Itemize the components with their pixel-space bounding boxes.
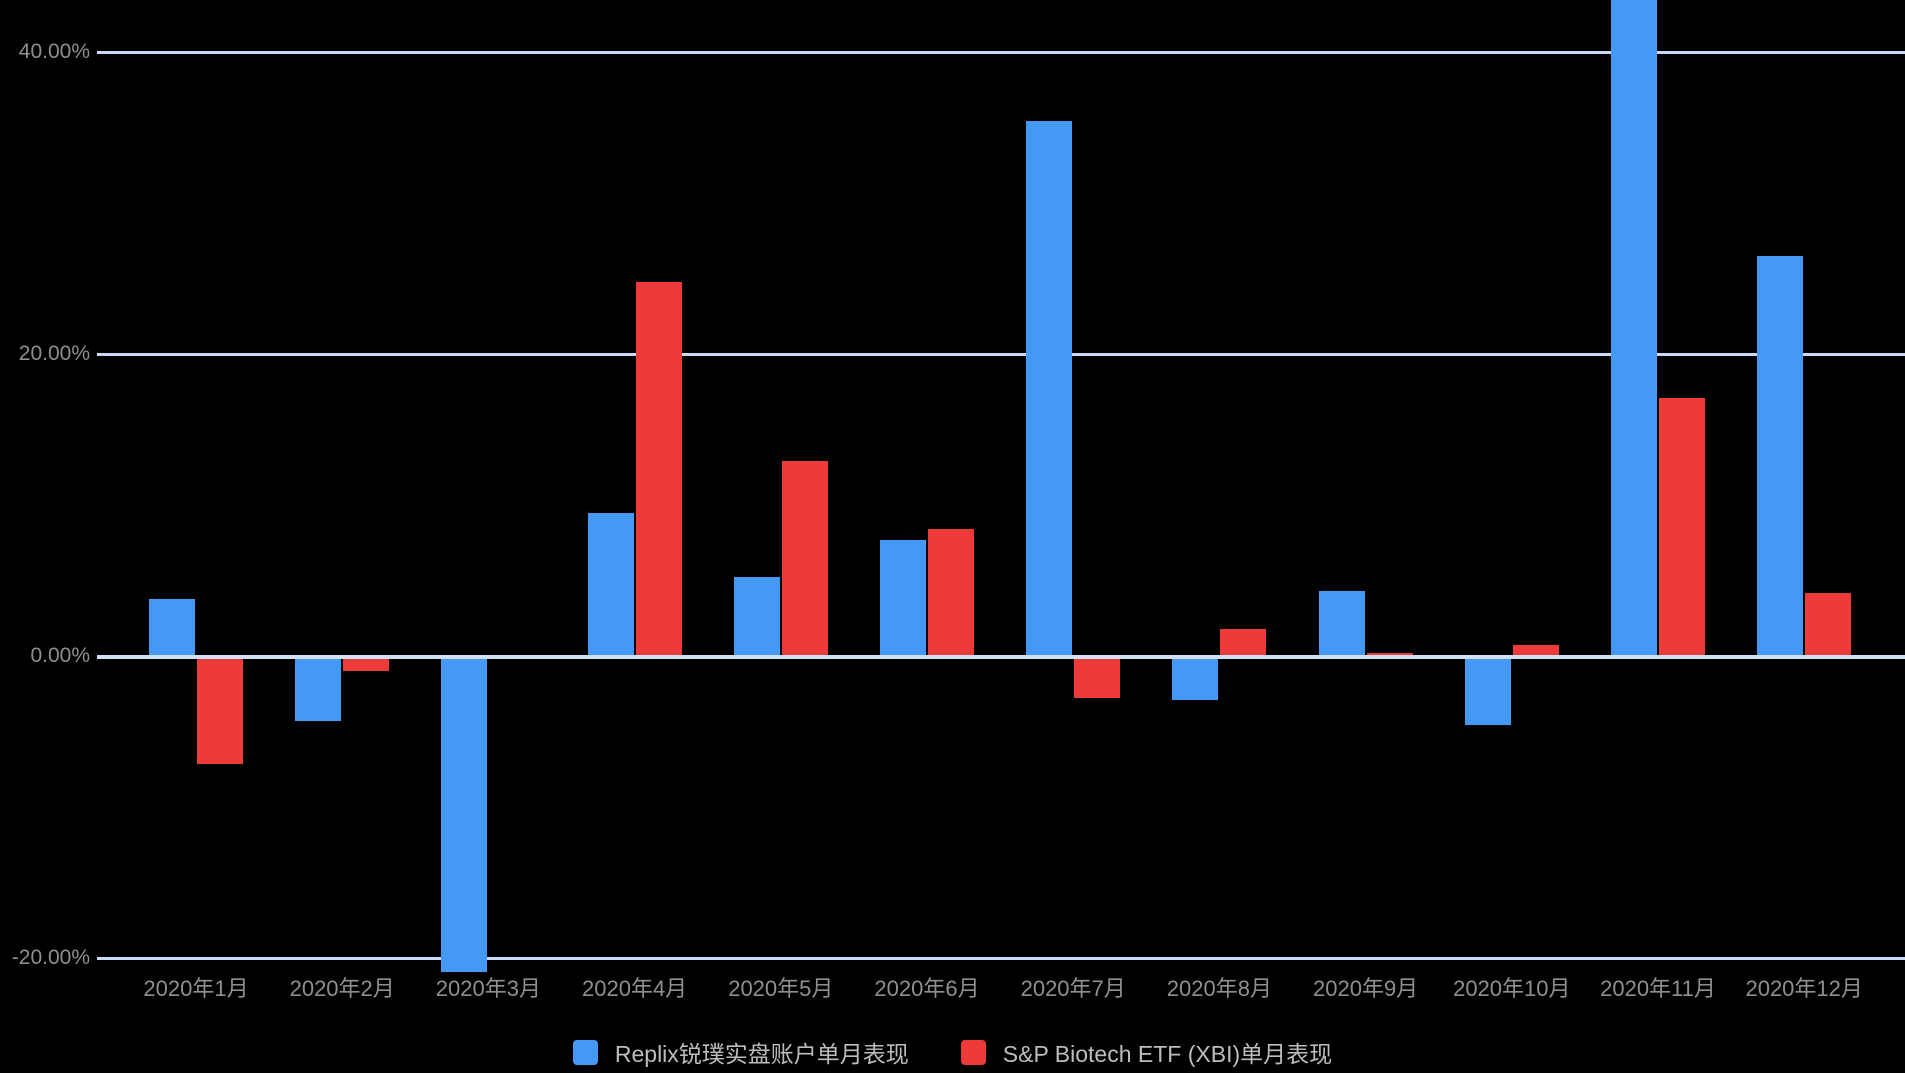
bar-2020年2月-xbi[interactable] bbox=[343, 656, 390, 672]
bar-2020年11月-xbi[interactable] bbox=[1659, 397, 1705, 659]
y-tick-label--20.00%: -20.00% bbox=[11, 946, 90, 969]
bar-2020年10月-replix[interactable] bbox=[1464, 656, 1511, 726]
legend-swatch-icon bbox=[572, 1039, 598, 1065]
gridline--20.00% bbox=[97, 957, 1905, 960]
bar-2020年12月-replix[interactable] bbox=[1757, 255, 1804, 659]
bar-2020年11月-replix[interactable] bbox=[1611, 0, 1657, 659]
bar-2020年7月-xbi[interactable] bbox=[1074, 656, 1121, 699]
x-tick-label-2020年12月: 2020年12月 bbox=[1745, 976, 1863, 1001]
bar-2020年9月-replix[interactable] bbox=[1318, 591, 1365, 659]
gridline-20.00% bbox=[97, 353, 1905, 356]
x-tick-label-2020年1月: 2020年1月 bbox=[143, 976, 249, 1001]
bar-2020年3月-replix[interactable] bbox=[441, 656, 488, 973]
chart-legend: Replix锐璞实盘账户单月表现 S&P Biotech ETF (XBI)单月表… bbox=[0, 1034, 1905, 1070]
bar-2020年7月-replix[interactable] bbox=[1026, 121, 1073, 659]
x-tick-label-2020年8月: 2020年8月 bbox=[1166, 976, 1272, 1001]
bar-2020年1月-replix[interactable] bbox=[149, 599, 195, 659]
gridline-40.00% bbox=[97, 51, 1905, 54]
x-tick-label-2020年5月: 2020年5月 bbox=[728, 976, 834, 1001]
bar-2020年5月-replix[interactable] bbox=[733, 577, 780, 659]
legend-item-replix[interactable]: Replix锐璞实盘账户单月表现 bbox=[572, 1035, 909, 1069]
x-tick-label-2020年7月: 2020年7月 bbox=[1020, 976, 1126, 1001]
bar-2020年6月-xbi[interactable] bbox=[928, 529, 974, 659]
x-tick-label-2020年4月: 2020年4月 bbox=[582, 976, 688, 1001]
bar-2020年4月-replix[interactable] bbox=[587, 512, 634, 659]
y-tick-label-0.00%: 0.00% bbox=[30, 644, 90, 667]
bar-2020年8月-replix[interactable] bbox=[1172, 656, 1219, 700]
bar-2020年4月-xbi[interactable] bbox=[635, 281, 682, 659]
x-tick-label-2020年10月: 2020年10月 bbox=[1453, 976, 1571, 1001]
y-tick-label-20.00%: 20.00% bbox=[18, 342, 90, 365]
legend-label: Replix锐璞实盘账户单月表现 bbox=[614, 1041, 909, 1067]
legend-item-xbi[interactable]: S&P Biotech ETF (XBI)单月表现 bbox=[960, 1035, 1333, 1069]
bar-2020年12月-xbi[interactable] bbox=[1805, 592, 1852, 659]
bar-2020年5月-xbi[interactable] bbox=[781, 461, 828, 659]
y-tick-label-40.00%: 40.00% bbox=[18, 40, 90, 63]
gridline-0.00% bbox=[97, 655, 1905, 659]
x-tick-label-2020年9月: 2020年9月 bbox=[1313, 976, 1419, 1001]
legend-label: S&P Biotech ETF (XBI)单月表现 bbox=[1002, 1041, 1333, 1067]
x-tick-label-2020年11月: 2020年11月 bbox=[1600, 976, 1716, 1001]
bar-2020年8月-xbi[interactable] bbox=[1220, 628, 1267, 659]
bar-2020年1月-xbi[interactable] bbox=[197, 656, 243, 764]
legend-swatch-icon bbox=[960, 1039, 986, 1065]
x-tick-label-2020年6月: 2020年6月 bbox=[874, 976, 980, 1001]
bar-2020年2月-replix[interactable] bbox=[295, 656, 342, 721]
x-tick-label-2020年2月: 2020年2月 bbox=[289, 976, 395, 1001]
x-tick-label-2020年3月: 2020年3月 bbox=[435, 976, 541, 1001]
bar-2020年6月-replix[interactable] bbox=[880, 539, 926, 659]
